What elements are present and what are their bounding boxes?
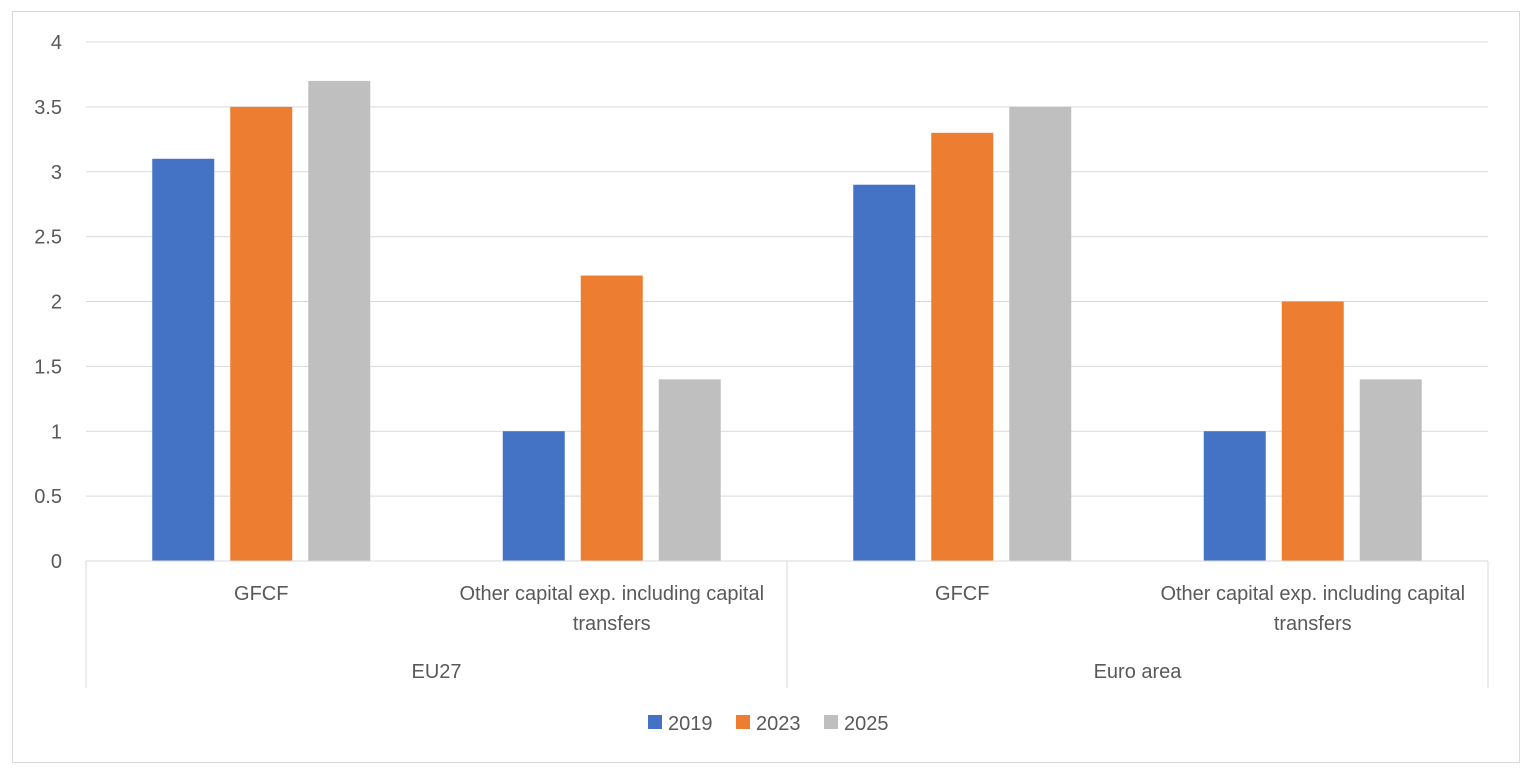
chart-frame	[12, 11, 1520, 763]
legend-label: 2025	[844, 713, 889, 735]
bar-2025-0	[308, 80, 371, 562]
category-label: transfers	[1274, 613, 1352, 635]
legend-label: 2023	[756, 713, 801, 735]
bar-2023-0	[230, 106, 293, 561]
y-tick-label: 2.5	[34, 227, 62, 249]
bars	[152, 80, 1422, 562]
y-tick-label: 2	[51, 292, 62, 314]
y-axis: 0 0.5 1 1.5 2 2.5 3 3.5 4	[34, 32, 62, 573]
legend-swatch-2019	[648, 715, 662, 729]
bar-2025-3	[1359, 379, 1422, 561]
y-tick-label: 3.5	[34, 97, 62, 119]
y-tick-label: 1	[51, 421, 62, 443]
y-tick-label: 1.5	[34, 356, 62, 378]
bar-2023-1	[580, 275, 643, 561]
group-label: Euro area	[1094, 661, 1183, 683]
y-tick-label: 0.5	[34, 486, 62, 508]
y-tick-label: 3	[51, 162, 62, 184]
bar-2025-1	[658, 379, 721, 561]
x-axis: GFCF Other capital exp. including capital…	[85, 560, 1489, 688]
bar-2025-2	[1009, 106, 1072, 561]
bar-2019-3	[1203, 431, 1266, 561]
bar-2019-2	[853, 184, 916, 561]
y-tick-label: 0	[51, 551, 62, 573]
category-label: Other capital exp. including capital	[1160, 583, 1465, 605]
bar-2023-2	[931, 132, 994, 561]
bar-2023-3	[1281, 301, 1344, 561]
gridlines	[86, 41, 1488, 497]
legend-swatch-2023	[736, 715, 750, 729]
category-label: GFCF	[935, 583, 989, 605]
category-label: GFCF	[234, 583, 288, 605]
group-label: EU27	[411, 661, 461, 683]
legend: 2019 2023 2025	[648, 713, 889, 735]
bar-2019-1	[502, 431, 565, 561]
category-label: transfers	[573, 613, 651, 635]
category-label: Other capital exp. including capital	[459, 583, 764, 605]
legend-swatch-2025	[824, 715, 838, 729]
bar-2019-0	[152, 158, 215, 561]
legend-label: 2019	[668, 713, 713, 735]
y-tick-label: 4	[51, 32, 62, 54]
